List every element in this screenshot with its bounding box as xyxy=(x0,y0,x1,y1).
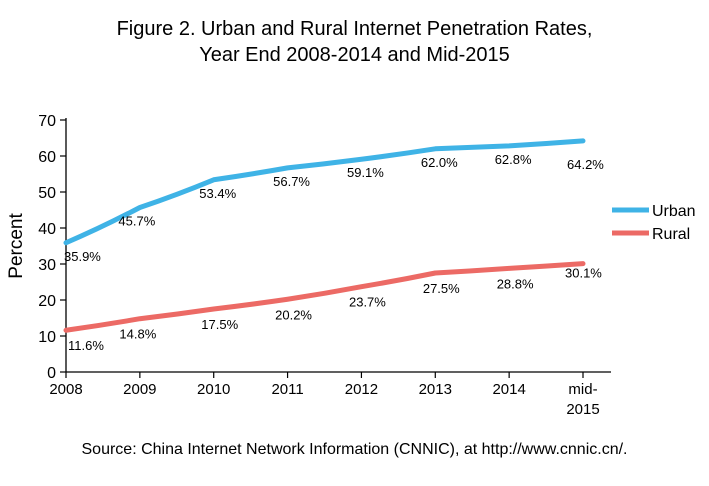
chart-title: Figure 2. Urban and Rural Internet Penet… xyxy=(0,16,709,68)
data-label-urban: 59.1% xyxy=(347,165,384,180)
x-tick-label: 2010 xyxy=(197,381,230,398)
chart-title-line-1: Figure 2. Urban and Rural Internet Penet… xyxy=(116,18,593,40)
data-label-rural: 28.8% xyxy=(497,276,534,291)
data-label-rural: 30.1% xyxy=(565,266,602,281)
y-axis-label: Percent xyxy=(6,213,27,279)
data-label-rural: 23.7% xyxy=(349,295,386,310)
data-label-urban: 62.0% xyxy=(421,155,458,170)
y-tick-label: 20 xyxy=(38,293,56,310)
x-tick-label: mid- xyxy=(568,381,597,398)
legend-label-urban: Urban xyxy=(652,203,696,220)
data-label-urban: 64.2% xyxy=(567,157,604,172)
x-tick-label: 2015 xyxy=(566,401,599,418)
x-tick-label: 2012 xyxy=(345,381,378,398)
x-tick-label: 2008 xyxy=(49,381,82,398)
x-tick-label: 2013 xyxy=(419,381,452,398)
data-label-rural: 27.5% xyxy=(423,281,460,296)
data-label-urban: 53.4% xyxy=(199,186,236,201)
y-tick-label: 10 xyxy=(38,329,56,346)
x-tick-label: 2014 xyxy=(492,381,525,398)
y-tick-label: 60 xyxy=(38,149,56,166)
data-label-urban: 62.8% xyxy=(495,152,532,167)
data-label-rural: 11.6% xyxy=(68,338,104,353)
x-tick-label: 2009 xyxy=(123,381,156,398)
source-note: Source: China Internet Network Informati… xyxy=(81,441,628,458)
y-tick-label: 50 xyxy=(38,185,56,202)
data-label-urban: 56.7% xyxy=(273,174,310,189)
y-tick-label: 70 xyxy=(38,113,56,130)
data-label-urban: 45.7% xyxy=(118,213,155,228)
y-tick-label: 30 xyxy=(38,257,56,274)
data-label-rural: 20.2% xyxy=(275,307,312,322)
data-label-rural: 14.8% xyxy=(119,327,156,342)
legend-label-rural: Rural xyxy=(652,226,690,243)
data-label-rural: 17.5% xyxy=(201,317,238,332)
data-label-urban: 35.9% xyxy=(64,249,101,264)
x-tick-label: 2011 xyxy=(271,381,303,398)
series-line-rural xyxy=(63,261,586,333)
y-tick-label: 40 xyxy=(38,221,56,238)
chart-title-line-2: Year End 2008-2014 and Mid-2015 xyxy=(199,44,510,66)
y-tick-label: 0 xyxy=(47,365,56,382)
